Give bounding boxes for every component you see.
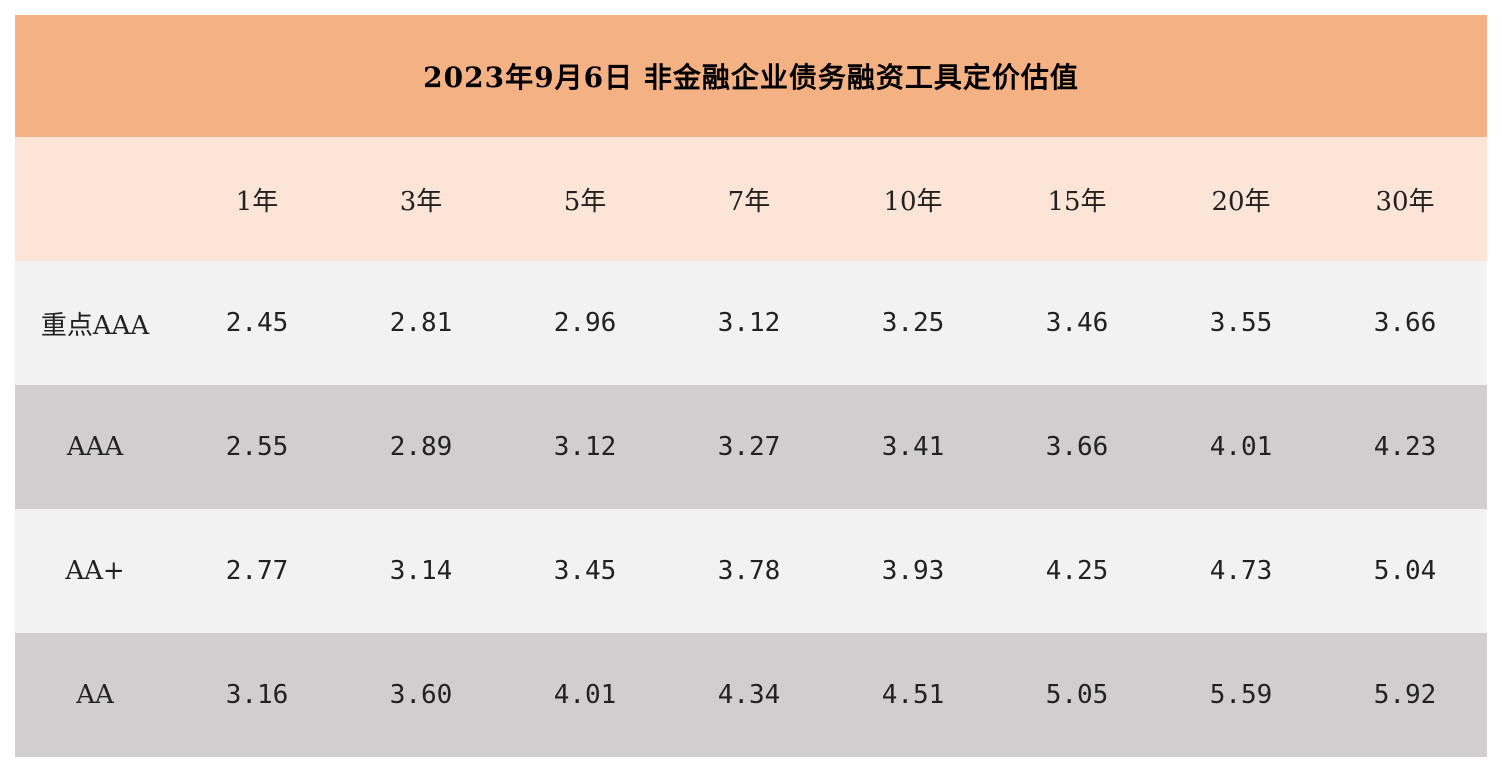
yield-cell: 2.55 xyxy=(225,432,289,462)
yield-cell: 4.34 xyxy=(717,680,781,710)
valuation-table: 2023年9月6日 非金融企业债务融资工具定价估值 1年 3年 5年 7年 10… xyxy=(15,15,1487,757)
yield-cell: 4.25 xyxy=(1045,556,1109,586)
yield-cell: 5.92 xyxy=(1373,680,1437,710)
header-row: 1年 3年 5年 7年 10年 15年 20年 30年 xyxy=(15,137,1487,261)
table-row: 重点AAA 2.45 2.81 2.96 3.12 3.25 3.46 3.55… xyxy=(15,261,1487,385)
yield-cell: 3.55 xyxy=(1209,308,1273,338)
rating-label: AAA xyxy=(66,432,124,462)
yield-cell: 4.01 xyxy=(1209,432,1273,462)
header-term: 1年 xyxy=(235,186,279,217)
yield-cell: 5.04 xyxy=(1373,556,1437,586)
yield-cell: 3.66 xyxy=(1045,432,1109,462)
yield-cell: 3.25 xyxy=(881,308,945,338)
yield-cell: 3.14 xyxy=(389,556,453,586)
table-row: AAA 2.55 2.89 3.12 3.27 3.41 3.66 4.01 4… xyxy=(15,385,1487,509)
yield-cell: 4.01 xyxy=(553,680,617,710)
header-term: 5年 xyxy=(563,186,607,217)
header-term: 10年 xyxy=(883,186,943,217)
yield-cell: 3.16 xyxy=(225,680,289,710)
yield-cell: 2.89 xyxy=(389,432,453,462)
header-term: 30年 xyxy=(1375,186,1435,217)
yield-cell: 3.93 xyxy=(881,556,945,586)
yield-cell: 3.12 xyxy=(717,308,781,338)
header-term: 15年 xyxy=(1047,186,1107,217)
yield-cell: 4.73 xyxy=(1209,556,1273,586)
header-term: 20年 xyxy=(1211,186,1271,217)
yield-cell: 3.27 xyxy=(717,432,781,462)
table-title: 2023年9月6日 非金融企业债务融资工具定价估值 xyxy=(15,15,1487,137)
rating-label: AA+ xyxy=(65,556,125,586)
header-term: 3年 xyxy=(399,186,443,217)
yield-cell: 3.66 xyxy=(1373,308,1437,338)
yield-cell: 4.51 xyxy=(881,680,945,710)
table-row: AA+ 2.77 3.14 3.45 3.78 3.93 4.25 4.73 5… xyxy=(15,509,1487,633)
yield-cell: 5.59 xyxy=(1209,680,1273,710)
yield-cell: 3.46 xyxy=(1045,308,1109,338)
yield-cell: 3.60 xyxy=(389,680,453,710)
yield-cell: 3.45 xyxy=(553,556,617,586)
yield-cell: 3.12 xyxy=(553,432,617,462)
rating-label: 重点AAA xyxy=(40,310,150,341)
table-row: AA 3.16 3.60 4.01 4.34 4.51 5.05 5.59 5.… xyxy=(15,633,1487,757)
yield-cell: 5.05 xyxy=(1045,680,1109,710)
yield-cell: 2.45 xyxy=(225,308,289,338)
yield-cell: 3.41 xyxy=(881,432,945,462)
yield-cell: 4.23 xyxy=(1373,432,1437,462)
header-term: 7年 xyxy=(727,186,771,217)
yield-cell: 2.81 xyxy=(389,308,453,338)
yield-cell: 3.78 xyxy=(717,556,781,586)
yield-cell: 2.77 xyxy=(225,556,289,586)
yield-cell: 2.96 xyxy=(553,308,617,338)
rating-label: AA xyxy=(76,680,114,710)
